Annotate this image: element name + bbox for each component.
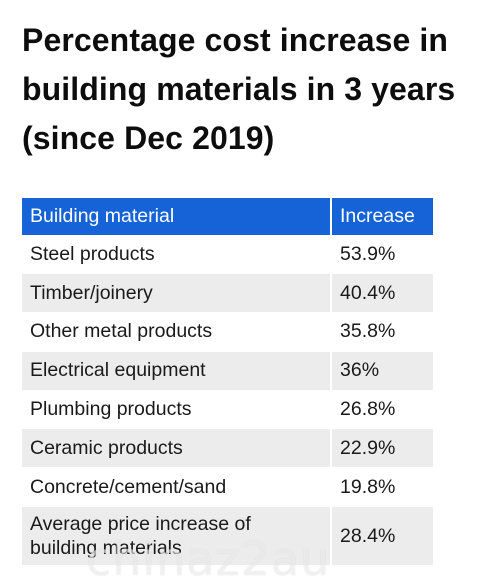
table-row: Ceramic products 22.9%	[22, 428, 433, 468]
material-cell: Timber/joinery	[22, 273, 331, 313]
increase-cell: 22.9%	[330, 428, 433, 468]
material-cell: Ceramic products	[22, 428, 331, 468]
table-header-row: Building material Increase	[22, 198, 433, 235]
material-cell: Steel products	[22, 234, 331, 274]
material-cell: Electrical equipment	[22, 350, 331, 391]
material-cell: Concrete/cement/sand	[22, 467, 331, 507]
material-cell: Other metal products	[22, 312, 331, 352]
increase-cell: 53.9%	[330, 234, 433, 274]
increase-cell: 35.8%	[330, 312, 433, 352]
table-row: Plumbing products 26.8%	[22, 389, 433, 429]
increase-cell: 19.8%	[330, 467, 433, 507]
page-title: Percentage cost increase in building mat…	[22, 22, 456, 156]
table-row: Steel products 53.9%	[22, 234, 433, 274]
cost-increase-table: Building material Increase Steel product…	[22, 198, 433, 565]
table-row: Timber/joinery 40.4%	[22, 273, 433, 313]
table-row: Electrical equipment 36%	[22, 350, 433, 391]
material-cell: Average price increase of building mater…	[22, 506, 331, 565]
increase-cell: 36%	[330, 350, 433, 391]
increase-cell: 40.4%	[330, 273, 433, 313]
column-header-material: Building material	[22, 198, 331, 235]
material-cell: Plumbing products	[22, 389, 331, 429]
table-row-average: Average price increase of building mater…	[22, 506, 433, 565]
increase-cell: 26.8%	[330, 389, 433, 429]
table-row: Other metal products 35.8%	[22, 312, 433, 352]
increase-cell: 28.4%	[330, 506, 433, 565]
table-row: Concrete/cement/sand 19.8%	[22, 467, 433, 507]
column-header-increase: Increase	[330, 198, 433, 235]
